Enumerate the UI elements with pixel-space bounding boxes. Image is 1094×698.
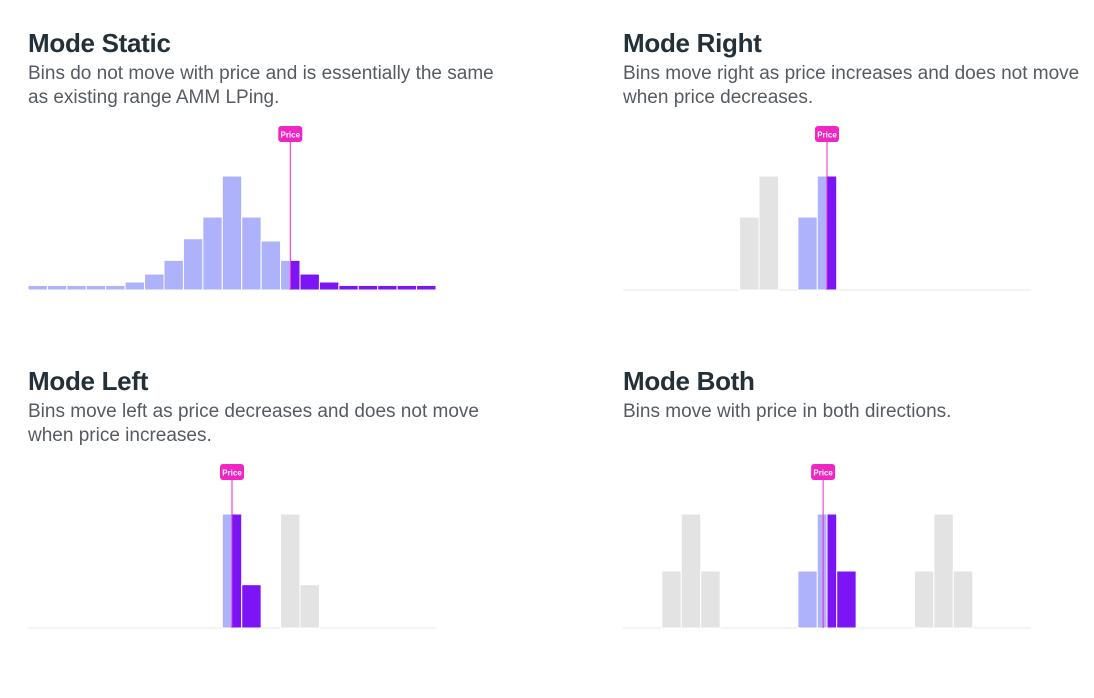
bin-active-5	[826, 513, 838, 629]
bin-passive-6	[144, 273, 165, 291]
bin-inactive-8	[933, 513, 954, 629]
bin-inactive-2	[700, 570, 721, 629]
panel-mode-both: Mode Both Bins move with price in both d…	[623, 366, 1093, 424]
bin-active-4	[826, 175, 838, 291]
chart-mode-right: Price	[623, 126, 1031, 291]
price-tag	[220, 464, 244, 480]
price-label: Price	[280, 131, 300, 140]
bin-passive-11	[241, 216, 262, 291]
panel-description: Bins do not move with price and is essen…	[28, 63, 494, 108]
bin-passive-2	[797, 216, 818, 291]
bin-inactive-4	[299, 584, 320, 629]
bin-active-20	[396, 284, 418, 291]
bin-active-16	[318, 281, 340, 291]
bin-active-18	[357, 284, 379, 291]
bin-active-14	[289, 259, 301, 291]
bin-inactive-9	[952, 570, 974, 629]
panel-description: Bins move with price in both directions.	[623, 401, 952, 422]
bin-inactive-1	[680, 513, 702, 629]
bin-passive-5	[124, 281, 146, 291]
price-label: Price	[222, 469, 242, 478]
panel-title: Mode Both	[623, 366, 755, 396]
bin-active-17	[338, 284, 359, 291]
bin-passive-0	[221, 513, 233, 629]
bin-inactive-0	[739, 216, 760, 291]
bin-passive-9	[202, 216, 223, 291]
bin-passive-4	[816, 513, 828, 629]
price-label: Price	[817, 131, 837, 140]
price-tag	[815, 126, 839, 142]
bin-passive-3	[85, 284, 107, 291]
panel-mode-right: Mode Right Bins move right as price incr…	[623, 28, 1093, 110]
bin-active-15	[299, 273, 320, 291]
bin-active-2	[241, 584, 262, 629]
bin-inactive-7	[913, 570, 935, 629]
bin-active-1	[231, 513, 243, 629]
bin-passive-8	[182, 238, 204, 291]
bin-active-21	[416, 284, 437, 291]
chart-mode-left: Price	[28, 464, 436, 629]
bin-active-19	[377, 284, 398, 291]
panel-mode-static: Mode Static Bins do not move with price …	[28, 28, 498, 110]
bin-passive-10	[221, 175, 243, 291]
bin-passive-1	[46, 284, 68, 291]
price-label: Price	[813, 469, 833, 478]
panel-description: Bins move left as price decreases and do…	[28, 401, 479, 446]
panel-description: Bins move right as price increases and d…	[623, 63, 1080, 108]
bin-passive-2	[66, 284, 87, 291]
price-tag	[811, 464, 836, 480]
chart-mode-static: Price	[27, 126, 437, 291]
bin-passive-4	[105, 284, 126, 291]
panel-title: Mode Static	[28, 28, 171, 58]
panel-mode-left: Mode Left Bins move left as price decrea…	[28, 366, 498, 448]
bin-passive-12	[260, 240, 282, 291]
bin-inactive-1	[758, 175, 779, 291]
bin-passive-0	[27, 284, 48, 291]
bin-inactive-0	[661, 570, 682, 629]
bin-inactive-3	[280, 513, 301, 629]
bin-passive-3	[797, 570, 818, 629]
panel-title: Mode Right	[623, 28, 762, 58]
panel-title: Mode Left	[28, 366, 149, 396]
chart-mode-both: Price	[623, 464, 1031, 629]
bin-active-6	[836, 570, 857, 629]
price-tag	[278, 126, 303, 142]
bin-passive-7	[163, 259, 184, 291]
